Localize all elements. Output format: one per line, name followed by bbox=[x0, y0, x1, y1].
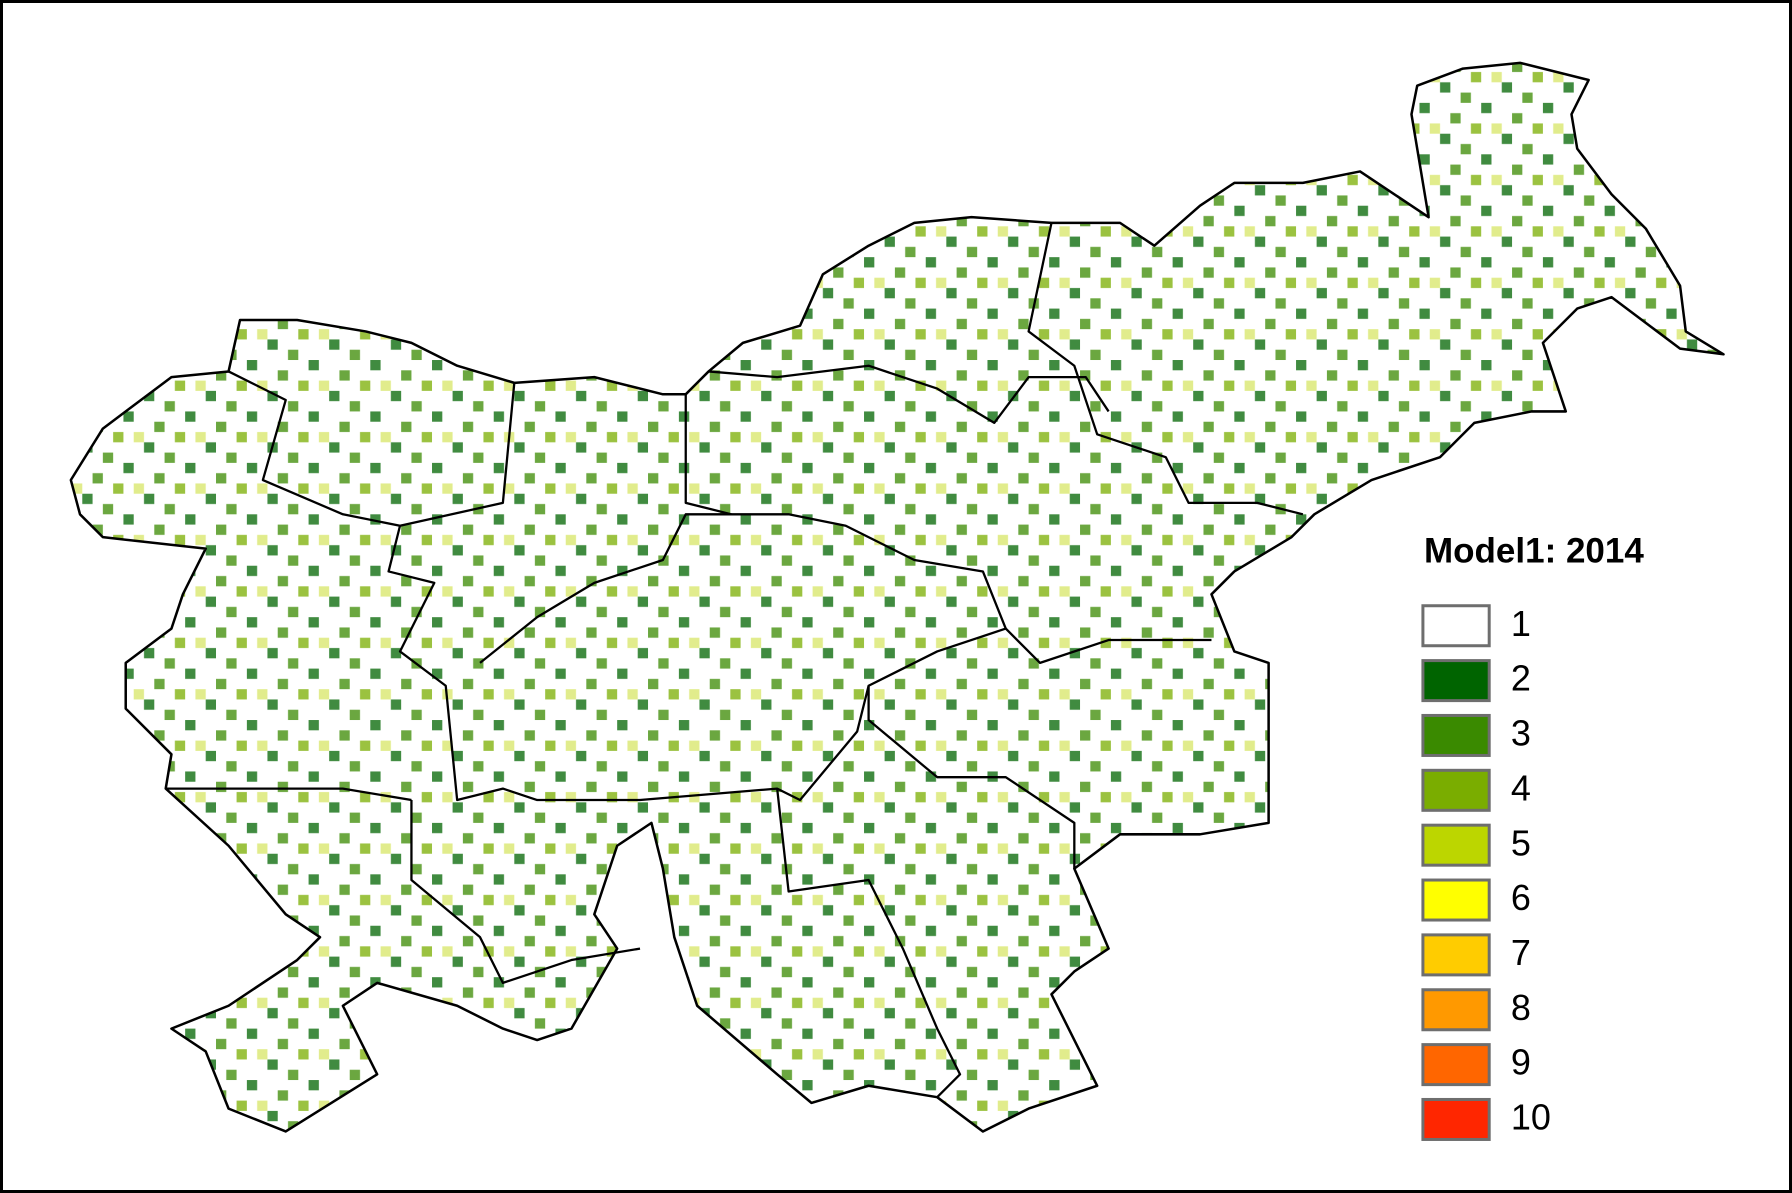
legend-label: 6 bbox=[1511, 877, 1531, 918]
legend-label: 5 bbox=[1511, 822, 1531, 863]
country-outline bbox=[69, 61, 1725, 1133]
legend-label: 1 bbox=[1511, 603, 1531, 644]
legend-label: 4 bbox=[1511, 767, 1531, 808]
legend-swatch bbox=[1421, 933, 1491, 977]
legend-label: 2 bbox=[1511, 658, 1531, 699]
legend-label: 3 bbox=[1511, 713, 1531, 754]
legend-label: 10 bbox=[1511, 1097, 1551, 1138]
legend-swatch bbox=[1421, 713, 1491, 757]
legend-title: Model1: 2014 bbox=[1424, 531, 1644, 570]
legend-swatch bbox=[1421, 823, 1491, 867]
region-borders bbox=[165, 222, 1304, 1098]
legend-swatch bbox=[1421, 988, 1491, 1032]
legend-swatch bbox=[1421, 1043, 1491, 1087]
legend-swatch bbox=[1421, 659, 1491, 703]
legend-label: 8 bbox=[1511, 987, 1531, 1028]
legend-swatch bbox=[1421, 604, 1491, 648]
country bbox=[69, 61, 1725, 1133]
legend-label: 9 bbox=[1511, 1042, 1531, 1083]
legend-swatch bbox=[1421, 768, 1491, 812]
legend-label: 7 bbox=[1511, 932, 1531, 973]
legend-swatch bbox=[1421, 1097, 1491, 1141]
legend-swatch bbox=[1421, 878, 1491, 922]
legend: Model1: 2014 1 2 3 4 5 6 7 8 9 10 bbox=[1421, 531, 1644, 1141]
